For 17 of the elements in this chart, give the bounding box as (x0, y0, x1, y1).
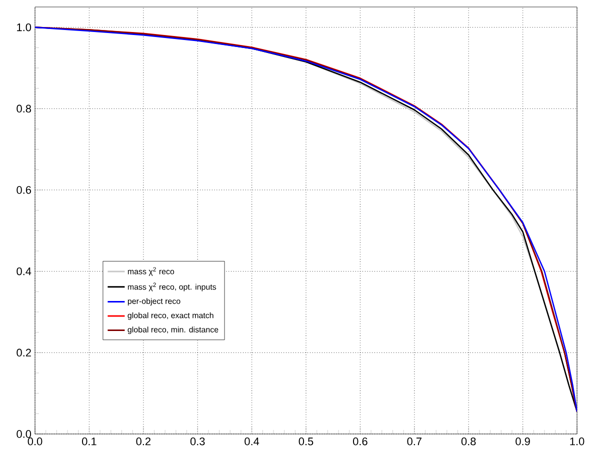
x-tick-label: 0.5 (298, 438, 314, 446)
x-tick-label: 0.9 (516, 438, 530, 446)
y-tick-label: 0.2 (16, 348, 31, 357)
x-tick-label: 0.4 (244, 438, 260, 446)
y-tick-label: 0.6 (16, 186, 32, 194)
y-tick-label: 0.8 (16, 104, 32, 113)
x-tick-label: 0.0 (28, 438, 42, 446)
y-tick-label: 0.0 (16, 430, 32, 438)
x-tick-label: 0.1 (82, 438, 96, 446)
x-tick-label: 0.7 (407, 438, 422, 446)
x-tick-label: 0.8 (461, 438, 476, 446)
x-tick-label: 0.6 (353, 438, 368, 446)
x-tick-label: 1.0 (570, 438, 584, 446)
y-tick-label: 1.0 (17, 23, 32, 32)
x-tick-label: 0.2 (136, 438, 150, 446)
x-tick-label: 0.3 (190, 438, 205, 446)
y-tick-label: 0.4 (16, 267, 32, 276)
